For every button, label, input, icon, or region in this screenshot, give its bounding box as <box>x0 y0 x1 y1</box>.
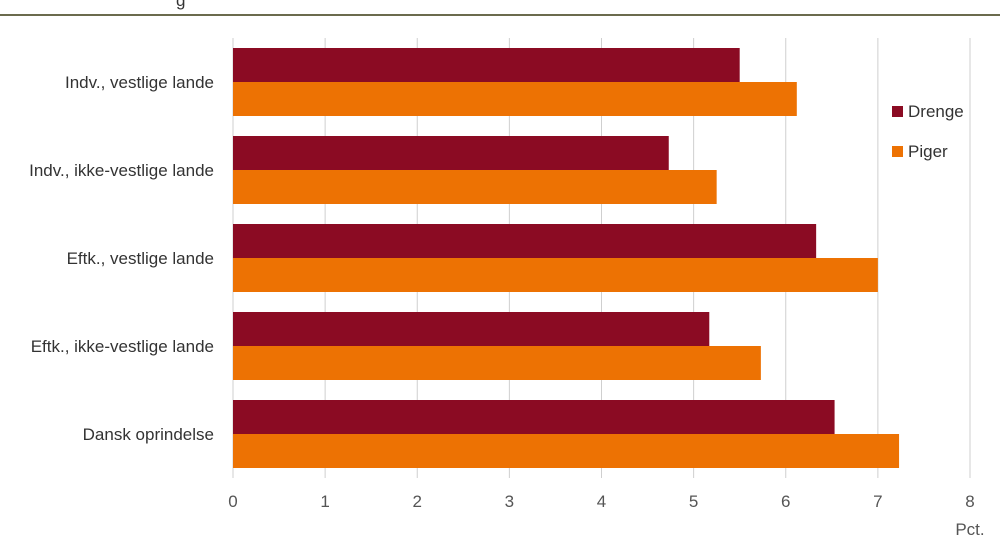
bar-drenge-3 <box>233 312 710 346</box>
category-label: Indv., vestlige lande <box>65 73 214 92</box>
legend-label-drenge: Drenge <box>908 102 964 121</box>
legend-swatch-piger <box>892 146 903 157</box>
bar-piger-2 <box>233 258 878 292</box>
bar-drenge-0 <box>233 48 740 82</box>
bar-piger-0 <box>233 82 797 116</box>
legend-label-piger: Piger <box>908 142 948 161</box>
x-tick-label: 3 <box>505 492 514 511</box>
bar-piger-3 <box>233 346 761 380</box>
x-tick-label: 6 <box>781 492 790 511</box>
bar-drenge-2 <box>233 224 817 258</box>
bar-drenge-1 <box>233 136 669 170</box>
bar-layer <box>233 48 900 468</box>
bar-piger-4 <box>233 434 900 468</box>
header-fragment-left: g <box>176 0 185 10</box>
x-tick-label: 5 <box>689 492 698 511</box>
category-label: Eftk., vestlige lande <box>67 249 214 268</box>
bar-drenge-4 <box>233 400 835 434</box>
x-tick-label: 8 <box>965 492 974 511</box>
category-label: Eftk., ikke-vestlige lande <box>31 337 214 356</box>
bar-piger-1 <box>233 170 717 204</box>
axis-layer: 0 1 2 3 4 5 6 7 8 Pct. Indv., vestlige lande Indv.,… <box>29 73 985 539</box>
x-tick-label: 7 <box>873 492 882 511</box>
legend: Drenge Piger <box>892 102 964 161</box>
legend-swatch-drenge <box>892 106 903 117</box>
x-tick-label: 1 <box>320 492 329 511</box>
x-tick-label: 2 <box>413 492 422 511</box>
category-label: Dansk oprindelse <box>83 425 214 444</box>
category-label: Indv., ikke-vestlige lande <box>29 161 214 180</box>
x-tick-label: 0 <box>228 492 237 511</box>
x-axis-unit-label: Pct. <box>955 520 984 539</box>
x-tick-label: 4 <box>597 492 606 511</box>
